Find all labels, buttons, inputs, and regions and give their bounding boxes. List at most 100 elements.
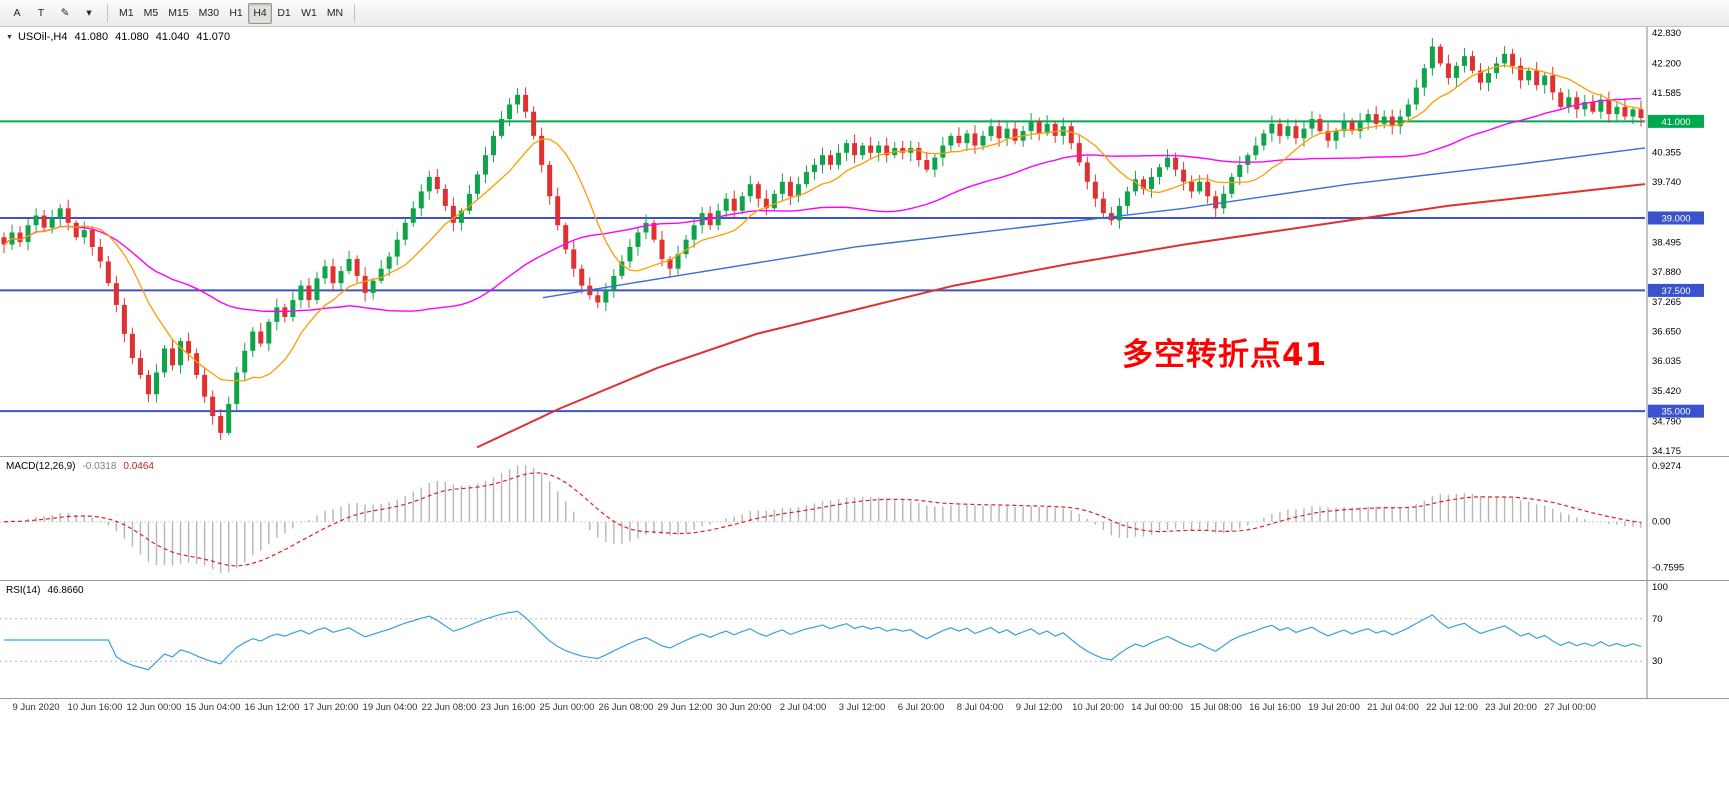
drawing-tool[interactable]: ✎ — [60, 7, 70, 19]
price-tick-label: 38.495 — [1652, 237, 1681, 248]
time-axis-label: 29 Jun 12:00 — [657, 702, 713, 713]
timeframe-button-h1[interactable]: H1 — [229, 7, 243, 19]
time-axis-label: 23 Jul 20:00 — [1485, 702, 1537, 713]
time-axis-label: 10 Jun 16:00 — [67, 702, 123, 713]
rsi-line — [4, 610, 1642, 671]
rsi-tick-label: 30 — [1652, 656, 1663, 667]
price-tick-label: 37.880 — [1652, 267, 1681, 278]
drawing-tools-group: A T ✎ ▾ — [5, 3, 101, 24]
macd-canvas[interactable]: 0.9274 0.00 -0.7595 — [0, 457, 1729, 581]
timeframe-button-h4[interactable]: H4 — [248, 2, 273, 24]
time-axis-label: 22 Jul 12:00 — [1426, 702, 1478, 713]
text-tool[interactable]: T — [37, 7, 45, 19]
ma-slow-blue — [542, 147, 1646, 299]
time-axis-label: 25 Jun 00:00 — [539, 702, 595, 713]
timeframe-button-mn[interactable]: MN — [326, 7, 344, 19]
time-axis-label: 22 Jun 08:00 — [421, 702, 477, 713]
timeframe-button-m1[interactable]: M1 — [119, 7, 134, 19]
ohlc-close: 41.070 — [196, 31, 231, 43]
time-axis-label: 16 Jun 12:00 — [244, 702, 300, 713]
symbol-dropdown-icon[interactable]: ▼ — [6, 33, 13, 41]
time-axis-label: 6 Jul 20:00 — [897, 702, 945, 713]
price-tick-label: 34.790 — [1652, 416, 1681, 427]
price-tick-label: 34.175 — [1652, 446, 1681, 457]
time-axis-label: 26 Jun 08:00 — [598, 702, 654, 713]
ma-fast-orange — [3, 64, 1642, 382]
time-axis-label: 12 Jun 00:00 — [126, 702, 182, 713]
timeframe-button-m5[interactable]: M5 — [143, 7, 159, 19]
price-tick-label: 42.200 — [1652, 58, 1681, 69]
time-axis-label: 14 Jul 00:00 — [1131, 702, 1183, 713]
toolbar: A T ✎ ▾ M1 M5 M15 M30 H1 H4 D1 W1 MN — [0, 0, 1729, 27]
text-label-tool[interactable]: A — [13, 7, 21, 19]
price-tick-label: 40.355 — [1652, 148, 1681, 159]
timeframe-button-d1[interactable]: D1 — [277, 7, 291, 19]
time-axis-label: 3 Jul 12:00 — [838, 702, 886, 713]
rsi-label: RSI(14) 46.8660 — [6, 585, 84, 596]
price-tick-label: 37.265 — [1652, 297, 1681, 308]
price-line-badge — [1648, 114, 1704, 128]
chart-annotation-text: 多空转折点41 — [1122, 337, 1328, 373]
price-line-badge-label: 39.000 — [1661, 213, 1690, 224]
time-axis-label: 15 Jul 08:00 — [1190, 702, 1242, 713]
price-line-badge-label: 37.500 — [1661, 286, 1690, 297]
time-axis-label: 19 Jun 04:00 — [362, 702, 418, 713]
time-axis-label: 16 Jul 16:00 — [1249, 702, 1301, 713]
rsi-indicator-panel[interactable]: 100 70 30 RSI(14) 46.8660 — [0, 581, 1729, 699]
chart-header: ▼ USOil-,H4 41.080 41.080 41.040 41.070 — [6, 31, 230, 43]
drawing-dropdown[interactable]: ▾ — [86, 7, 92, 19]
time-axis[interactable]: 9 Jun 2020 10 Jun 16:00 12 Jun 00:00 15 Jun… — [0, 699, 1729, 717]
price-line-badge — [1648, 404, 1704, 418]
macd-label: MACD(12,26,9) -0.0318 0.0464 — [6, 461, 154, 472]
symbol-timeframe-label: USOil-,H4 — [17, 31, 68, 43]
toolbar-separator — [354, 4, 356, 22]
price-line-badge — [1648, 283, 1704, 297]
price-line-badge — [1648, 211, 1704, 225]
time-axis-label: 19 Jul 20:00 — [1308, 702, 1360, 713]
rsi-tick-label: 100 — [1652, 582, 1668, 593]
price-line-badge-label: 41.000 — [1661, 117, 1690, 128]
macd-tick-label: -0.7595 — [1652, 563, 1684, 574]
time-axis-label: 2 Jul 04:00 — [779, 702, 827, 713]
time-axis-label: 30 Jun 20:00 — [716, 702, 772, 713]
timeframe-button-m30[interactable]: M30 — [198, 7, 220, 19]
price-chart-panel[interactable]: 42.830 42.200 41.585 40.355 39.740 38.495 37.8… — [0, 27, 1729, 457]
time-axis-label: 23 Jun 16:00 — [480, 702, 536, 713]
price-chart-canvas[interactable]: 42.830 42.200 41.585 40.355 39.740 38.495 37.8… — [0, 27, 1729, 457]
macd-histogram — [11, 465, 1642, 573]
macd-tick-label: 0.9274 — [1652, 461, 1681, 472]
time-axis-label: 21 Jul 04:00 — [1367, 702, 1419, 713]
time-axis-label: 9 Jul 12:00 — [1015, 702, 1063, 713]
ohlc-high: 41.080 — [115, 31, 149, 43]
price-tick-label: 36.650 — [1652, 326, 1681, 337]
rsi-value: 46.8660 — [47, 585, 84, 596]
macd-indicator-panel[interactable]: 0.9274 0.00 -0.7595 MACD(12,26,9) -0.0318 … — [0, 457, 1729, 581]
time-axis-label: 10 Jul 20:00 — [1072, 702, 1124, 713]
time-axis-label: 27 Jul 00:00 — [1544, 702, 1596, 713]
price-tick-label: 39.740 — [1652, 177, 1681, 188]
time-axis-label: 15 Jun 04:00 — [185, 702, 241, 713]
price-tick-label: 41.585 — [1652, 88, 1681, 99]
rsi-tick-label: 70 — [1652, 614, 1663, 625]
timeframe-button-w1[interactable]: W1 — [301, 7, 317, 19]
price-tick-label: 42.830 — [1652, 28, 1681, 39]
ohlc-low: 41.040 — [155, 31, 190, 43]
time-axis-label: 17 Jun 20:00 — [303, 702, 359, 713]
timeframe-button-m15[interactable]: M15 — [168, 7, 189, 19]
price-line-badge-label: 35.000 — [1661, 407, 1690, 418]
macd-title: MACD(12,26,9) — [6, 461, 76, 472]
rsi-canvas[interactable]: 100 70 30 — [0, 581, 1729, 699]
time-axis-label: 8 Jul 04:00 — [956, 702, 1004, 713]
time-axis-label: 9 Jun 2020 — [12, 702, 60, 713]
timeframe-group: M1 M5 M15 M30 H1 H4 D1 W1 MN — [114, 2, 348, 24]
ma-long-red — [476, 183, 1646, 449]
price-tick-label: 36.035 — [1652, 356, 1681, 367]
macd-signal-value: 0.0464 — [123, 461, 154, 472]
macd-tick-label: 0.00 — [1652, 517, 1671, 528]
macd-main-value: -0.0318 — [82, 461, 117, 472]
ohlc-open: 41.080 — [74, 31, 109, 43]
ma-medium-magenta — [3, 97, 1642, 313]
rsi-title: RSI(14) — [6, 585, 41, 596]
toolbar-separator — [107, 4, 108, 22]
